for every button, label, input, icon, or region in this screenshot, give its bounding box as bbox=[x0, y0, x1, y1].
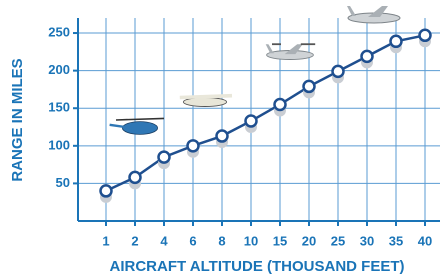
x-tick-label: 10 bbox=[244, 233, 258, 248]
y-tick-label: 50 bbox=[56, 175, 70, 190]
y-tick-label: 250 bbox=[48, 24, 70, 39]
marker bbox=[304, 81, 315, 92]
x-axis-title: AIRCRAFT ALTITUDE (THOUSAND FEET) bbox=[110, 258, 405, 275]
y-axis-title: RANGE IN MILES bbox=[9, 58, 26, 181]
marker bbox=[391, 36, 402, 47]
marker bbox=[101, 185, 112, 196]
x-tick-label: 1 bbox=[102, 233, 109, 248]
marker bbox=[333, 66, 344, 77]
marker bbox=[275, 99, 286, 110]
x-tick-label: 2 bbox=[131, 233, 138, 248]
x-tick-label: 6 bbox=[189, 233, 196, 248]
x-tick-label: 40 bbox=[418, 233, 432, 248]
x-tick-label: 25 bbox=[331, 233, 345, 248]
marker bbox=[420, 30, 431, 41]
x-tick-label: 15 bbox=[273, 233, 287, 248]
marker bbox=[217, 131, 228, 142]
x-tick-label: 35 bbox=[389, 233, 403, 248]
x-tick-label: 30 bbox=[360, 233, 374, 248]
marker bbox=[159, 152, 170, 163]
x-tick-label: 8 bbox=[218, 233, 225, 248]
marker bbox=[246, 116, 257, 127]
marker bbox=[188, 140, 199, 151]
marker bbox=[362, 51, 373, 62]
x-tick-label: 20 bbox=[302, 233, 316, 248]
x-tick-label: 4 bbox=[160, 233, 168, 248]
chart: 50 100 150 200 250 1 2 4 6 8 10 15 20 25 30 35 40 AIRCRA… bbox=[0, 0, 443, 278]
y-tick-label: 100 bbox=[48, 137, 70, 152]
y-tick-label: 150 bbox=[48, 100, 70, 115]
marker bbox=[130, 172, 141, 183]
y-tick-label: 200 bbox=[48, 62, 70, 77]
series-line bbox=[106, 35, 425, 191]
